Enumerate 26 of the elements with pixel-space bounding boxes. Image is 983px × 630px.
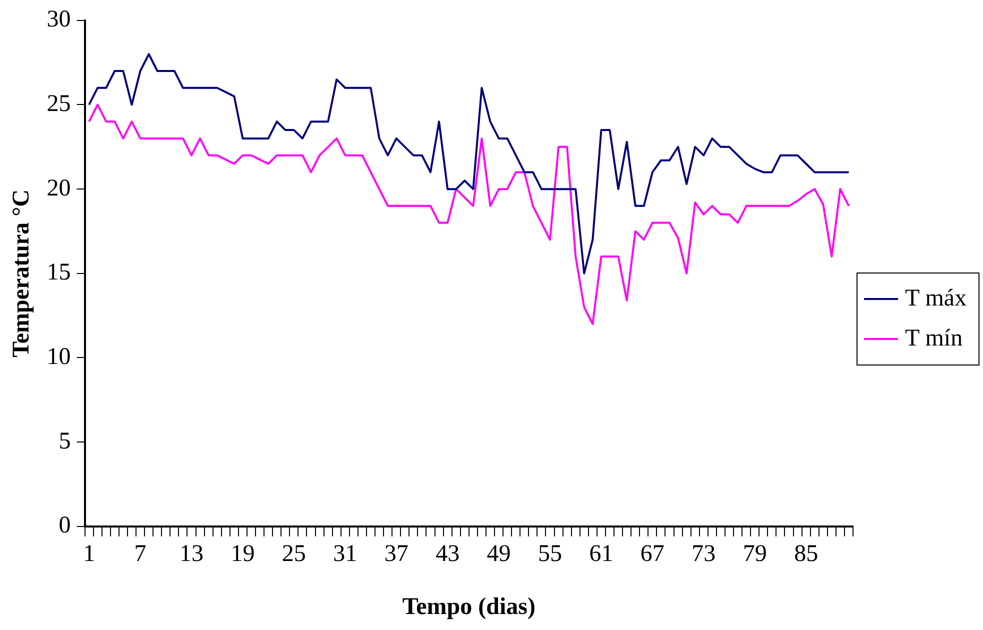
x-tick-label: 61 — [589, 541, 614, 568]
y-tick-label: 5 — [58, 428, 71, 454]
y-axis-title: Temperatura °C — [8, 189, 35, 358]
y-tick-label: 0 — [58, 512, 71, 539]
x-tick-label: 49 — [486, 541, 511, 568]
x-tick-label: 73 — [692, 541, 716, 568]
x-tick-label: 19 — [230, 541, 255, 568]
x-tick-label: 85 — [794, 541, 818, 568]
x-tick-label: 79 — [742, 541, 767, 568]
x-tick-label: 31 — [333, 541, 358, 568]
x-tick-label: 37 — [384, 541, 408, 568]
y-tick-label: 25 — [46, 91, 71, 118]
x-tick-label: 43 — [436, 541, 460, 568]
x-tick-label: 1 — [83, 541, 96, 568]
x-tick-label: 67 — [640, 541, 664, 568]
y-tick-label: 15 — [46, 260, 71, 286]
y-tick-label: 20 — [46, 175, 71, 202]
x-axis-title: Tempo (dias) — [402, 594, 536, 620]
x-tick-label: 13 — [179, 541, 204, 568]
legend-label: T máx — [905, 285, 967, 312]
x-tick-label: 7 — [134, 541, 146, 568]
x-tick-label: 55 — [538, 541, 562, 568]
legend-label: T mín — [905, 325, 963, 352]
y-tick-label: 30 — [46, 6, 71, 33]
x-tick-label: 25 — [282, 541, 306, 568]
y-tick-label: 10 — [46, 344, 71, 370]
